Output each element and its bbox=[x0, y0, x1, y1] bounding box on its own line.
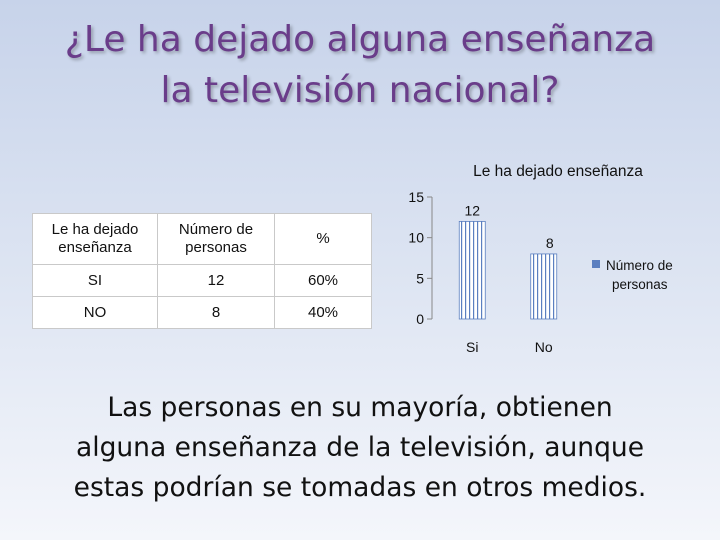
header-cell-answer: Le ha dejado enseñanza bbox=[32, 213, 158, 265]
x-tick-label: No bbox=[535, 339, 553, 355]
y-tick-label: 5 bbox=[416, 270, 424, 286]
legend-label: Número de bbox=[606, 258, 673, 273]
plot-area: 0 5 10 15 12 Si 8 No Número de personas bbox=[408, 189, 672, 355]
y-tick-label: 0 bbox=[416, 311, 424, 327]
cell-answer: NO bbox=[32, 296, 158, 329]
data-label: 12 bbox=[464, 202, 480, 218]
table-row: SI 12 60% bbox=[32, 264, 372, 297]
legend-label: personas bbox=[612, 277, 668, 292]
legend-swatch bbox=[592, 260, 600, 268]
bar-chart: Le ha dejado enseñanza 0 5 10 15 12 Si 8 No Núme… bbox=[408, 163, 672, 355]
conclusion-line-2: alguna enseñanza de la televisión, aunqu… bbox=[75, 432, 645, 463]
conclusion-line-3: estas podrían se tomadas en otros medios… bbox=[73, 472, 647, 503]
title-line-2: la televisión nacional? bbox=[160, 70, 560, 111]
table-header-row: Le ha dejado enseñanza Número de persona… bbox=[32, 213, 372, 265]
bar-si bbox=[458, 221, 486, 320]
data-label: 8 bbox=[546, 235, 554, 251]
y-tick-label: 10 bbox=[408, 230, 424, 246]
cell-percent: 60% bbox=[274, 264, 372, 297]
title-line-1: ¿Le ha dejado alguna enseñanza bbox=[64, 19, 656, 60]
slide-title: ¿Le ha dejado alguna enseñanza la televi… bbox=[0, 14, 720, 116]
cell-answer: SI bbox=[32, 264, 158, 297]
bar-no bbox=[530, 253, 558, 320]
cell-count: 8 bbox=[157, 296, 275, 329]
header-cell-percent: % bbox=[274, 213, 372, 265]
conclusion-line-1: Las personas en su mayoría, obtienen bbox=[107, 392, 613, 423]
chart-title: Le ha dejado enseñanza bbox=[473, 163, 643, 180]
x-tick-label: Si bbox=[466, 339, 478, 355]
data-table: Le ha dejado enseñanza Número de persona… bbox=[32, 213, 372, 329]
conclusion-text: Las personas en su mayoría, obtienen alg… bbox=[20, 388, 700, 508]
table-row: NO 8 40% bbox=[32, 296, 372, 329]
cell-count: 12 bbox=[157, 264, 275, 297]
header-cell-count: Número de personas bbox=[157, 213, 275, 265]
cell-percent: 40% bbox=[274, 296, 372, 329]
y-tick-label: 15 bbox=[408, 189, 424, 205]
